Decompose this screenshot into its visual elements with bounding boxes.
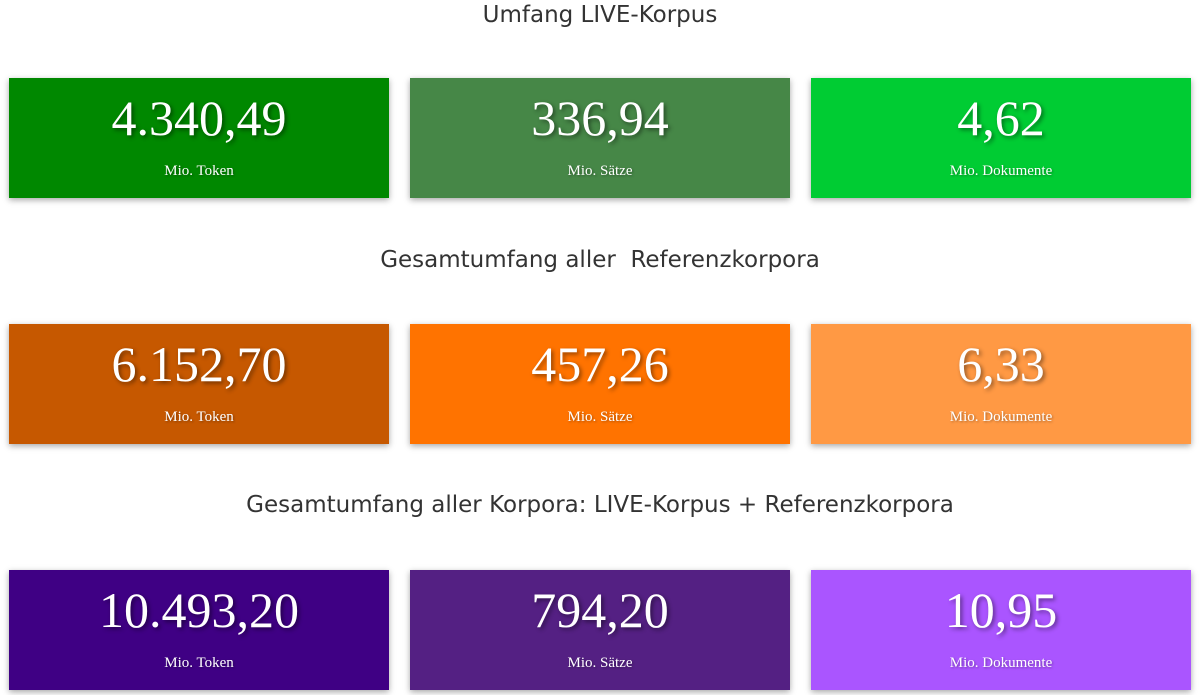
- stats-row-all-corpora: 10.493,20 Mio. Token 794,20 Mio. Sätze 1…: [9, 570, 1191, 690]
- stat-card-dokumente: 4,62 Mio. Dokumente: [811, 78, 1191, 198]
- stat-card-token: 6.152,70 Mio. Token: [9, 324, 389, 444]
- stat-value: 4.340,49: [111, 90, 287, 146]
- stat-card-saetze: 794,20 Mio. Sätze: [410, 570, 790, 690]
- stat-unit: Mio. Sätze: [567, 655, 633, 671]
- stat-card-dokumente: 6,33 Mio. Dokumente: [811, 324, 1191, 444]
- stat-card-dokumente: 10,95 Mio. Dokumente: [811, 570, 1191, 690]
- stat-card-token: 4.340,49 Mio. Token: [9, 78, 389, 198]
- stat-value: 6,33: [957, 336, 1045, 392]
- stat-unit: Mio. Sätze: [567, 409, 633, 425]
- section-title-reference-corpora: Gesamtumfang aller Referenzkorpora: [380, 247, 820, 273]
- stat-unit: Mio. Dokumente: [949, 655, 1053, 671]
- stat-unit: Mio. Token: [164, 163, 234, 179]
- stat-value: 10.493,20: [99, 582, 299, 638]
- stat-unit: Mio. Dokumente: [949, 163, 1053, 179]
- section-title-live-corpus: Umfang LIVE-Korpus: [482, 2, 718, 28]
- stat-card-token: 10.493,20 Mio. Token: [9, 570, 389, 690]
- stat-value: 794,20: [531, 582, 669, 638]
- stat-unit: Mio. Token: [164, 655, 234, 671]
- stat-card-saetze: 336,94 Mio. Sätze: [410, 78, 790, 198]
- stat-card-saetze: 457,26 Mio. Sätze: [410, 324, 790, 444]
- stat-unit: Mio. Token: [164, 409, 234, 425]
- stat-unit: Mio. Dokumente: [949, 409, 1053, 425]
- stat-value: 6.152,70: [111, 336, 287, 392]
- stats-row-live-corpus: 4.340,49 Mio. Token 336,94 Mio. Sätze 4,…: [9, 78, 1191, 198]
- stat-value: 4,62: [957, 90, 1045, 146]
- stats-row-reference-corpora: 6.152,70 Mio. Token 457,26 Mio. Sätze 6,…: [9, 324, 1191, 444]
- stat-value: 457,26: [531, 336, 669, 392]
- section-title-all-corpora: Gesamtumfang aller Korpora: LIVE-Korpus …: [246, 492, 954, 518]
- stat-value: 10,95: [944, 582, 1058, 638]
- stat-unit: Mio. Sätze: [567, 163, 633, 179]
- stat-value: 336,94: [531, 90, 669, 146]
